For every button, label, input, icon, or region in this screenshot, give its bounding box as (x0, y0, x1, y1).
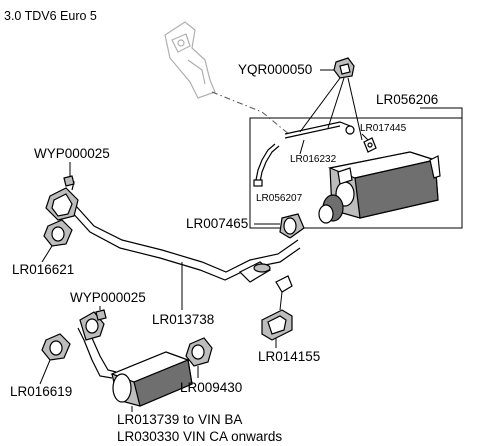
callout-lr007465: LR007465 (186, 216, 248, 231)
intermediate-pipe-lr013738 (57, 191, 301, 283)
mounting-bracket-lr014155 (261, 275, 293, 341)
lower-downpipe (77, 311, 117, 379)
hanger-rod-lr016232 (284, 121, 355, 139)
bolt-wyp000025-top (63, 175, 75, 187)
lr056206-leader (420, 107, 463, 118)
leader-yqr000050-b (327, 77, 345, 129)
gasket-lr016621 (43, 219, 73, 247)
callout-lr030330: LR030330 VIN CA onwards (117, 429, 282, 444)
downpipe-flange-upper (45, 179, 79, 221)
callout-wyp000025-bottom: WYP000025 (70, 290, 146, 305)
engine-bracket-ghost (164, 21, 216, 99)
bolt-wyp000025-bottom (95, 309, 107, 321)
callout-lr056207: LR056207 (256, 193, 303, 204)
leader-lr016621 (41, 245, 53, 263)
callout-lr056206: LR056206 (376, 92, 438, 107)
callout-lr016232: LR016232 (290, 154, 337, 165)
routing-centerline-top (211, 91, 291, 136)
callout-lr016621: LR016621 (12, 262, 74, 277)
gasket-lr016619 (41, 333, 71, 361)
leader-lr016232 (299, 139, 305, 155)
callout-lr009430: LR009430 (180, 380, 242, 395)
clamp-lr009430 (185, 337, 213, 367)
callout-lr013739: LR013739 to VIN BA (117, 412, 242, 427)
leader-yqr000050-c (347, 77, 363, 141)
rubber-mount-lr007465 (279, 213, 305, 239)
callout-lr017445: LR017445 (360, 123, 407, 134)
callout-lr014155: LR014155 (258, 349, 320, 364)
cable-lr056207 (253, 143, 280, 187)
callout-lr013738: LR013738 (152, 312, 214, 327)
leader-yqr000050-a (299, 77, 341, 133)
callout-wyp000025-top: WYP000025 (34, 146, 110, 161)
rear-assembly-box (249, 117, 463, 229)
leader-lr017445 (361, 133, 369, 141)
callout-yqr000050: YQR000050 (238, 62, 312, 77)
callout-lr016619: LR016619 (10, 384, 72, 399)
leader-lr016619 (39, 359, 51, 385)
silencer-hanger-bracket (363, 137, 377, 153)
rear-silencer (318, 151, 441, 224)
clamp-yqr000050 (333, 57, 355, 79)
catalytic-converter (110, 351, 193, 407)
diagram-title: 3.0 TDV6 Euro 5 (4, 9, 97, 23)
